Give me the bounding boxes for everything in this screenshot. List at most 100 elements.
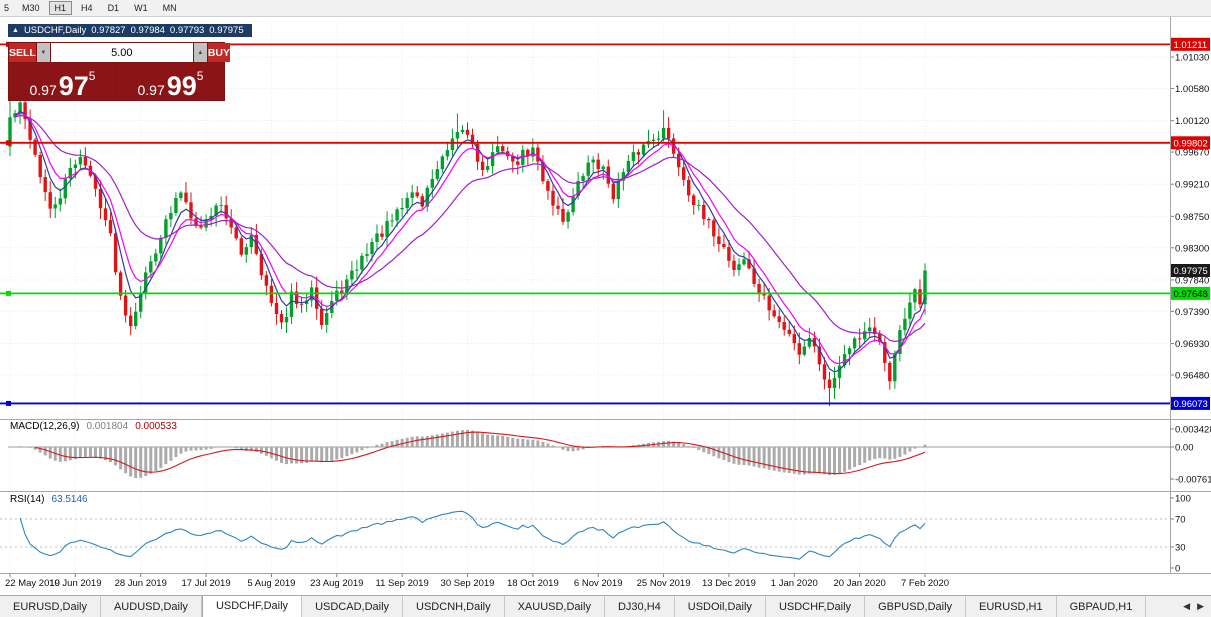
macd-label: MACD(12,26,9) 0.001804 0.000533 bbox=[10, 421, 177, 432]
tabs-scroll-arrows: ◀ ▶ bbox=[1176, 596, 1211, 617]
chart-symbol-title: USDCHF,Daily bbox=[23, 25, 87, 36]
tab-xauusd-daily-5[interactable]: XAUUSD,Daily bbox=[504, 596, 605, 617]
tab-usdcnh-daily-4[interactable]: USDCNH,Daily bbox=[403, 596, 505, 617]
sell-price-prefix: 0.97 bbox=[29, 82, 57, 98]
sell-price[interactable]: 0.97 97 5 bbox=[9, 63, 116, 100]
hline-handle[interactable] bbox=[6, 290, 11, 296]
x-axis-label: 28 Jun 2019 bbox=[115, 578, 167, 589]
ohlc-open: 0.97827 bbox=[91, 25, 126, 36]
price-axis-label: 1.00120 bbox=[1175, 116, 1209, 127]
ohlc-close: 0.97975 bbox=[209, 25, 244, 36]
hline-price-tag bbox=[1171, 37, 1210, 51]
moving-averages-layer bbox=[14, 110, 926, 373]
hline-handle[interactable] bbox=[6, 140, 11, 146]
macd-main-value: 0.001804 bbox=[86, 421, 129, 432]
macd-signal-line bbox=[34, 431, 926, 475]
hline-price-tag bbox=[1171, 396, 1210, 410]
x-axis-label: 10 Jun 2019 bbox=[49, 578, 101, 589]
x-axis-label: 17 Jul 2019 bbox=[182, 578, 231, 589]
tabs-scroll-left-button[interactable]: ◀ bbox=[1181, 599, 1192, 614]
tab-gbpusd-daily-9[interactable]: GBPUSD,Daily bbox=[865, 596, 967, 617]
x-axis-label: 22 May 2019 bbox=[5, 578, 60, 589]
chart-window: 1.01030 1.00580 1.00120 0.99670 0.99210 0.987… bbox=[0, 17, 1211, 595]
volume-decrease-button[interactable]: ▼ bbox=[36, 43, 50, 62]
timeframe-5[interactable]: 5 bbox=[0, 1, 13, 15]
tab-usdcad-daily-3[interactable]: USDCAD,Daily bbox=[302, 596, 404, 617]
price-axis-label: 0.96930 bbox=[1175, 339, 1209, 350]
timeframe-w1[interactable]: W1 bbox=[128, 1, 154, 15]
ohlc-high: 0.97984 bbox=[130, 25, 165, 36]
timeframe-h1[interactable]: H1 bbox=[48, 1, 73, 15]
buy-price-prefix: 0.97 bbox=[137, 82, 165, 98]
rsi-axis-label: 70 bbox=[1175, 515, 1186, 526]
sell-price-big: 97 bbox=[58, 70, 89, 101]
timeframe-h4[interactable]: H4 bbox=[75, 1, 99, 15]
timeframe-mn[interactable]: MN bbox=[157, 1, 183, 15]
tabs-scroll-right-button[interactable]: ▶ bbox=[1195, 599, 1206, 614]
tab-usdchf-daily-8[interactable]: USDCHF,Daily bbox=[765, 596, 866, 617]
macd-signal-value: 0.000533 bbox=[135, 421, 177, 432]
timeframe-toolbar: 5 M30 H1 H4 D1 W1 MN bbox=[0, 0, 1211, 17]
hline-price-tag bbox=[1171, 136, 1210, 150]
price-axis-label: 1.01030 bbox=[1175, 53, 1209, 64]
rsi-label: RSI(14) 63.5146 bbox=[10, 494, 88, 505]
price-axis-label: 0.98300 bbox=[1175, 243, 1209, 254]
rsi-axis-label: 100 bbox=[1175, 494, 1191, 505]
price-axis-label: 0.97840 bbox=[1175, 275, 1209, 286]
x-axis-label: 5 Aug 2019 bbox=[247, 578, 295, 589]
macd-name: MACD(12,26,9) bbox=[10, 421, 80, 432]
price-axis-label: 0.99210 bbox=[1175, 180, 1209, 191]
ohlc-low: 0.97793 bbox=[169, 25, 205, 36]
volume-increase-button[interactable]: ▲ bbox=[193, 43, 207, 62]
svg-text:0.99802: 0.99802 bbox=[1174, 138, 1208, 149]
tab-usdoil-daily-7[interactable]: USDOil,Daily bbox=[674, 596, 766, 617]
svg-text:0.97975: 0.97975 bbox=[1174, 266, 1208, 277]
x-axis-label: 25 Nov 2019 bbox=[637, 578, 691, 589]
tab-audusd-daily-1[interactable]: AUDUSD,Daily bbox=[100, 596, 202, 617]
macd-axis-label: 0.003428 bbox=[1175, 425, 1211, 436]
x-axis-label: 6 Nov 2019 bbox=[574, 578, 623, 589]
collapse-icon[interactable]: ▲ bbox=[12, 27, 19, 34]
buy-price[interactable]: 0.97 99 5 bbox=[117, 63, 224, 100]
x-axis-label: 1 Jan 2020 bbox=[771, 578, 818, 589]
rsi-axis-label: 30 bbox=[1175, 543, 1186, 554]
ma-5-line bbox=[14, 110, 926, 373]
chart-canvas[interactable]: 1.01030 1.00580 1.00120 0.99670 0.99210 0.987… bbox=[0, 17, 1211, 595]
buy-price-big: 99 bbox=[166, 70, 197, 101]
volume-input[interactable] bbox=[50, 43, 193, 62]
x-axis-label: 7 Feb 2020 bbox=[901, 578, 949, 589]
x-axis-label: 11 Sep 2019 bbox=[376, 578, 429, 589]
tab-eurusd-h1-10[interactable]: EURUSD,H1 bbox=[966, 596, 1057, 617]
price-axis-label: 0.98750 bbox=[1175, 212, 1209, 223]
price-axis-label: 1.00580 bbox=[1175, 84, 1209, 95]
volume-spinner: ▼ ▲ bbox=[36, 43, 207, 62]
tab-eurusd-daily-0[interactable]: EURUSD,Daily bbox=[0, 596, 101, 617]
timeframe-d1[interactable]: D1 bbox=[102, 1, 126, 15]
timeframe-m30[interactable]: M30 bbox=[16, 1, 46, 15]
svg-text:0.96073: 0.96073 bbox=[1174, 399, 1208, 410]
price-axis-label: 0.97390 bbox=[1175, 307, 1209, 318]
x-axis-label: 23 Aug 2019 bbox=[310, 578, 363, 589]
sell-button[interactable]: SELL bbox=[9, 43, 36, 62]
tab-gbpaud-h1-11[interactable]: GBPAUD,H1 bbox=[1056, 596, 1147, 617]
buy-button[interactable]: BUY bbox=[207, 43, 231, 62]
hline-handle[interactable] bbox=[6, 400, 11, 406]
ma-21-line bbox=[14, 114, 926, 343]
svg-text:0.97648: 0.97648 bbox=[1174, 289, 1208, 300]
rsi-panel: 100 70 30 0 bbox=[0, 494, 1191, 575]
tabs-container: EURUSD,Daily AUDUSD,Daily USDCHF,Daily USDC… bbox=[0, 596, 1176, 617]
x-axis-label: 13 Dec 2019 bbox=[702, 578, 756, 589]
x-axis-label: 30 Sep 2019 bbox=[441, 578, 495, 589]
rsi-value: 63.5146 bbox=[51, 494, 88, 505]
tab-usdchf-daily-2[interactable]: USDCHF,Daily bbox=[201, 596, 303, 617]
hline-price-tag bbox=[1171, 286, 1210, 300]
rsi-line bbox=[19, 510, 926, 560]
tab-dj30-h4-6[interactable]: DJ30,H4 bbox=[604, 596, 675, 617]
macd-axis-label: 0.00 bbox=[1175, 443, 1194, 454]
rsi-name: RSI(14) bbox=[10, 494, 45, 505]
x-axis-label: 18 Oct 2019 bbox=[507, 578, 559, 589]
chart-background bbox=[0, 17, 1211, 595]
